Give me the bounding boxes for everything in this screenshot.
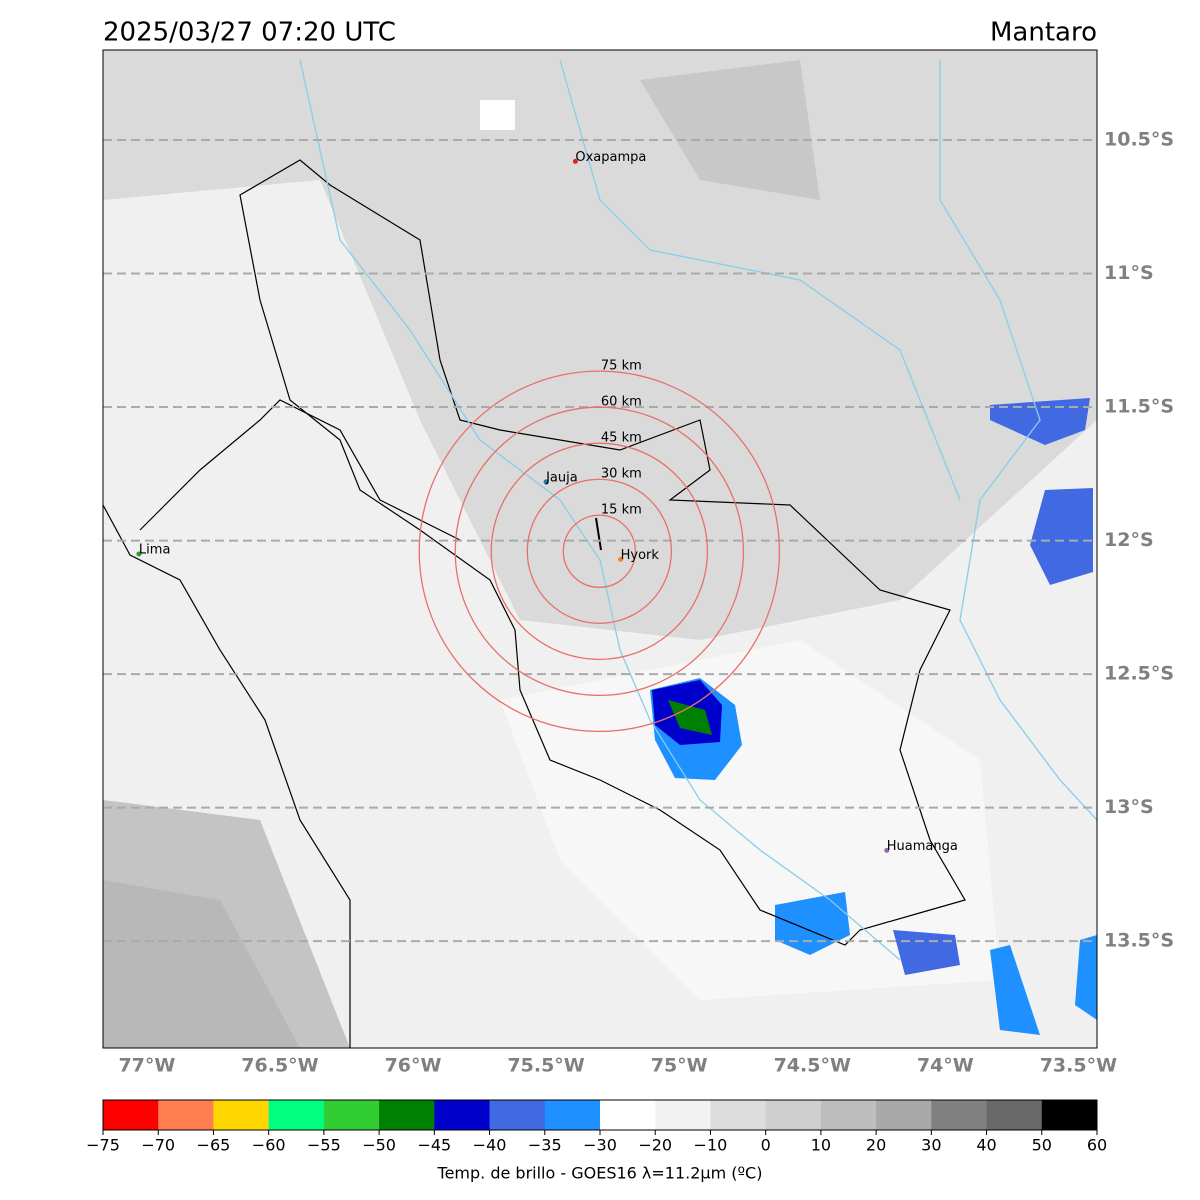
lon-label: 77°W bbox=[118, 1055, 175, 1077]
range-ring bbox=[418, 370, 781, 733]
colorbar-tick-label: 10 bbox=[811, 1136, 831, 1155]
lon-label: 74°W bbox=[917, 1055, 974, 1077]
colorbar-swatch bbox=[600, 1100, 656, 1130]
colorbar-tick-label: 40 bbox=[976, 1136, 996, 1155]
colorbar-tick-label: −70 bbox=[141, 1136, 175, 1155]
ring-label: 45 km bbox=[601, 431, 642, 446]
lon-label: 74.5°W bbox=[774, 1055, 851, 1077]
range-ring bbox=[454, 406, 745, 697]
lat-label: 11°S bbox=[1104, 262, 1154, 284]
ring-label: 75 km bbox=[601, 359, 642, 374]
colorbar-swatch bbox=[876, 1100, 932, 1130]
lon-label: 75.5°W bbox=[507, 1055, 584, 1077]
colorbar-tick-label: −10 bbox=[694, 1136, 728, 1155]
colorbar-tick-label: −30 bbox=[583, 1136, 617, 1155]
colorbar-swatch bbox=[931, 1100, 988, 1130]
lon-label: 76°W bbox=[385, 1055, 442, 1077]
colorbar-tick-label: −60 bbox=[252, 1136, 286, 1155]
colorbar-label: Temp. de brillo - GOES16 λ=11.2μm (ºC) bbox=[437, 1164, 763, 1183]
lat-label: 12°S bbox=[1104, 529, 1154, 551]
colorbar-swatch bbox=[213, 1100, 270, 1130]
colorbar-swatch bbox=[323, 1100, 380, 1130]
lat-label: 13°S bbox=[1104, 796, 1154, 818]
colorbar-swatch bbox=[986, 1100, 1043, 1130]
colorbar-swatch bbox=[710, 1100, 767, 1130]
colorbar-tick-label: −50 bbox=[362, 1136, 396, 1155]
city-label: Huamanga bbox=[887, 839, 958, 854]
ring-label: 60 km bbox=[601, 395, 642, 410]
ring-label: 15 km bbox=[601, 503, 642, 518]
range-ring bbox=[526, 478, 673, 624]
colorbar-swatch bbox=[268, 1100, 325, 1130]
title: 2025/03/27 07:20 UTC bbox=[103, 18, 396, 48]
city-label: Hyork bbox=[621, 548, 660, 563]
colorbar-tick-label: −75 bbox=[86, 1136, 120, 1155]
lat-label: 12.5°S bbox=[1104, 663, 1174, 685]
colorbar-tick-label: −45 bbox=[417, 1136, 451, 1155]
colorbar-tick-label: −40 bbox=[473, 1136, 507, 1155]
colorbar-swatch bbox=[655, 1100, 711, 1130]
colorbar-tick-label: 20 bbox=[866, 1136, 886, 1155]
colorbar-swatch bbox=[103, 1100, 159, 1130]
colorbar-tick-label: 30 bbox=[921, 1136, 941, 1155]
city-dot bbox=[884, 847, 890, 853]
colorbar-tick-label: 0 bbox=[761, 1136, 771, 1155]
city-dot bbox=[618, 556, 624, 562]
colorbar-swatch bbox=[489, 1100, 546, 1130]
colorbar-swatch bbox=[434, 1100, 491, 1130]
range-ring bbox=[562, 514, 637, 588]
colorbar-swatch bbox=[379, 1100, 435, 1130]
lon-label: 73.5°W bbox=[1040, 1055, 1117, 1077]
city-label: Lima bbox=[139, 542, 170, 557]
city-label: Jauja bbox=[545, 470, 578, 485]
lat-label: 13.5°S bbox=[1104, 930, 1174, 952]
map-frame bbox=[102, 49, 1098, 1049]
map-background bbox=[103, 50, 1097, 1048]
colorbar-tick-label: −35 bbox=[528, 1136, 562, 1155]
range-ring bbox=[490, 442, 709, 660]
lat-label: 11.5°S bbox=[1104, 396, 1174, 418]
colorbar-swatch bbox=[158, 1100, 214, 1130]
ring-label: 30 km bbox=[601, 467, 642, 482]
colorbar-tick-label: 50 bbox=[1032, 1136, 1052, 1155]
city-dot bbox=[572, 158, 578, 164]
colorbar-tick-label: −20 bbox=[638, 1136, 672, 1155]
city-dot bbox=[543, 479, 549, 485]
overlay: 15 km 30 km 45 km 60 km 75 km Oxapampa Jauja Hy… bbox=[136, 150, 958, 854]
city-label: Oxapampa bbox=[575, 150, 646, 165]
colorbar-tick-label: −55 bbox=[307, 1136, 341, 1155]
lon-label: 75°W bbox=[651, 1055, 708, 1077]
lon-label: 76.5°W bbox=[241, 1055, 318, 1077]
colorbar-swatch bbox=[765, 1100, 822, 1130]
city-dot bbox=[136, 551, 142, 557]
colorbar-tick-label: −65 bbox=[197, 1136, 231, 1155]
colorbar-swatch bbox=[1041, 1100, 1098, 1130]
colorbar-tick-label: 60 bbox=[1087, 1136, 1107, 1155]
lat-label: 10.5°S bbox=[1104, 128, 1174, 150]
colorbar-swatch bbox=[544, 1100, 601, 1130]
region: Mantaro bbox=[990, 18, 1097, 48]
colorbar-swatch bbox=[820, 1100, 877, 1130]
